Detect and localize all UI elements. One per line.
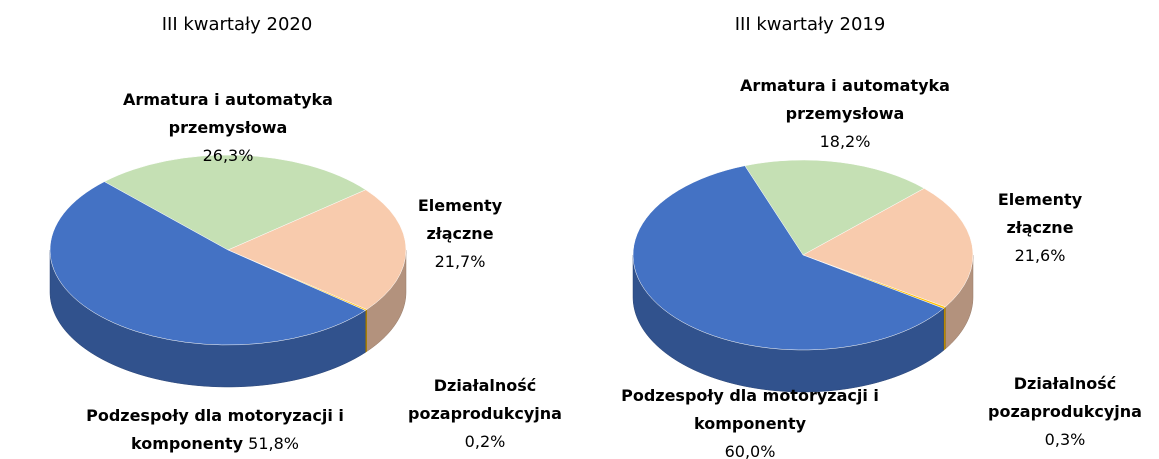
value-label: 21,7% — [434, 252, 486, 271]
pie-slice — [802, 188, 974, 308]
category-label: Podzespoły dla motoryzacji i komponenty — [86, 406, 344, 453]
value-label: 60,0% — [724, 442, 776, 459]
data-label: Armatura i automatyka przemysłowa 18,2% — [710, 72, 980, 156]
category-label: Elementy złączne — [997, 190, 1083, 237]
value-label: 21,6% — [1014, 246, 1066, 265]
chart-title: III kwartały 2019 — [734, 14, 886, 35]
value-label: 18,2% — [819, 132, 871, 151]
data-label: Działalność pozaprodukcyjna 0,3% — [970, 370, 1159, 454]
value-label: 0,3% — [1044, 430, 1086, 449]
pie — [49, 154, 407, 388]
pie-slice — [227, 189, 407, 310]
pie-slice — [744, 159, 925, 256]
data-label: Elementy złączne 21,7% — [400, 192, 520, 276]
category-label: Armatura i automatyka przemysłowa — [740, 76, 950, 123]
pie-side — [943, 306, 946, 351]
pie-slice — [49, 181, 366, 346]
data-label: Podzespoły dla motoryzacji i komponenty … — [55, 402, 375, 458]
data-label: Elementy złączne 21,6% — [980, 186, 1100, 270]
pie-slice — [632, 165, 945, 351]
category-label: Działalność pozaprodukcyjna — [988, 374, 1142, 421]
category-label: Elementy złączne — [417, 196, 503, 243]
value-label: 51,8% — [248, 434, 299, 453]
chart-title: III kwartały 2020 — [161, 14, 313, 35]
pie — [632, 159, 974, 393]
value-label: 26,3% — [202, 146, 254, 165]
data-label: Podzespoły dla motoryzacji i komponenty … — [590, 382, 910, 459]
data-label: Działalność pozaprodukcyjna 0,2% — [390, 372, 580, 456]
category-label: Działalność pozaprodukcyjna — [408, 376, 562, 423]
category-label: Podzespoły dla motoryzacji i komponenty — [621, 386, 879, 433]
pie-slice — [103, 154, 367, 251]
data-label: Armatura i automatyka przemysłowa 26,3% — [93, 86, 363, 170]
category-label: Armatura i automatyka przemysłowa — [123, 90, 333, 137]
value-label: 0,2% — [464, 432, 506, 451]
